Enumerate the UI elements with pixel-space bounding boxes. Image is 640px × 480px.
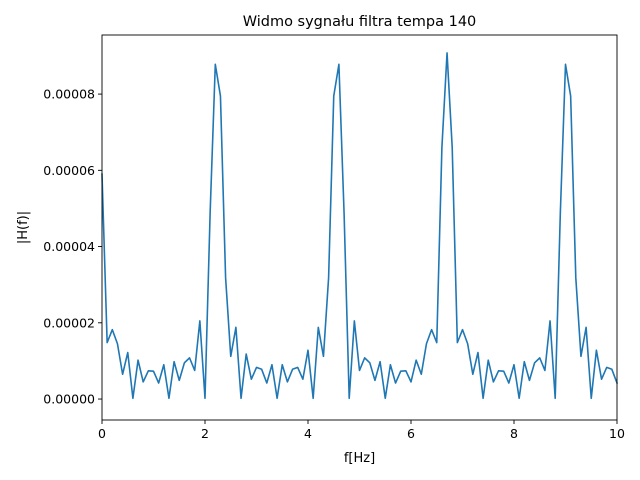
x-tick-label: 4 xyxy=(304,426,312,441)
y-axis-ticks: 0.00000 0.00002 0.00004 0.00006 0.00008 xyxy=(43,87,102,407)
x-tick-label: 6 xyxy=(407,426,415,441)
y-tick-label: 0.00000 xyxy=(43,392,95,407)
y-tick-label: 0.00004 xyxy=(43,239,95,254)
plot-area xyxy=(102,35,617,420)
y-tick-label: 0.00008 xyxy=(43,87,95,102)
x-tick-label: 2 xyxy=(201,426,209,441)
y-axis-label: |H(f)| xyxy=(16,211,31,244)
x-tick-label: 0 xyxy=(98,426,106,441)
x-axis-ticks: 0 2 4 6 8 10 xyxy=(98,420,625,441)
y-tick-label: 0.00006 xyxy=(43,163,95,178)
chart-title: Widmo sygnału filtra tempa 140 xyxy=(243,14,477,30)
plot-frame xyxy=(101,34,618,421)
x-axis-label: f[Hz] xyxy=(344,451,375,466)
x-tick-label: 10 xyxy=(609,426,625,441)
series-line xyxy=(101,52,619,400)
x-tick-label: 8 xyxy=(510,426,518,441)
y-tick-label: 0.00002 xyxy=(43,315,95,330)
